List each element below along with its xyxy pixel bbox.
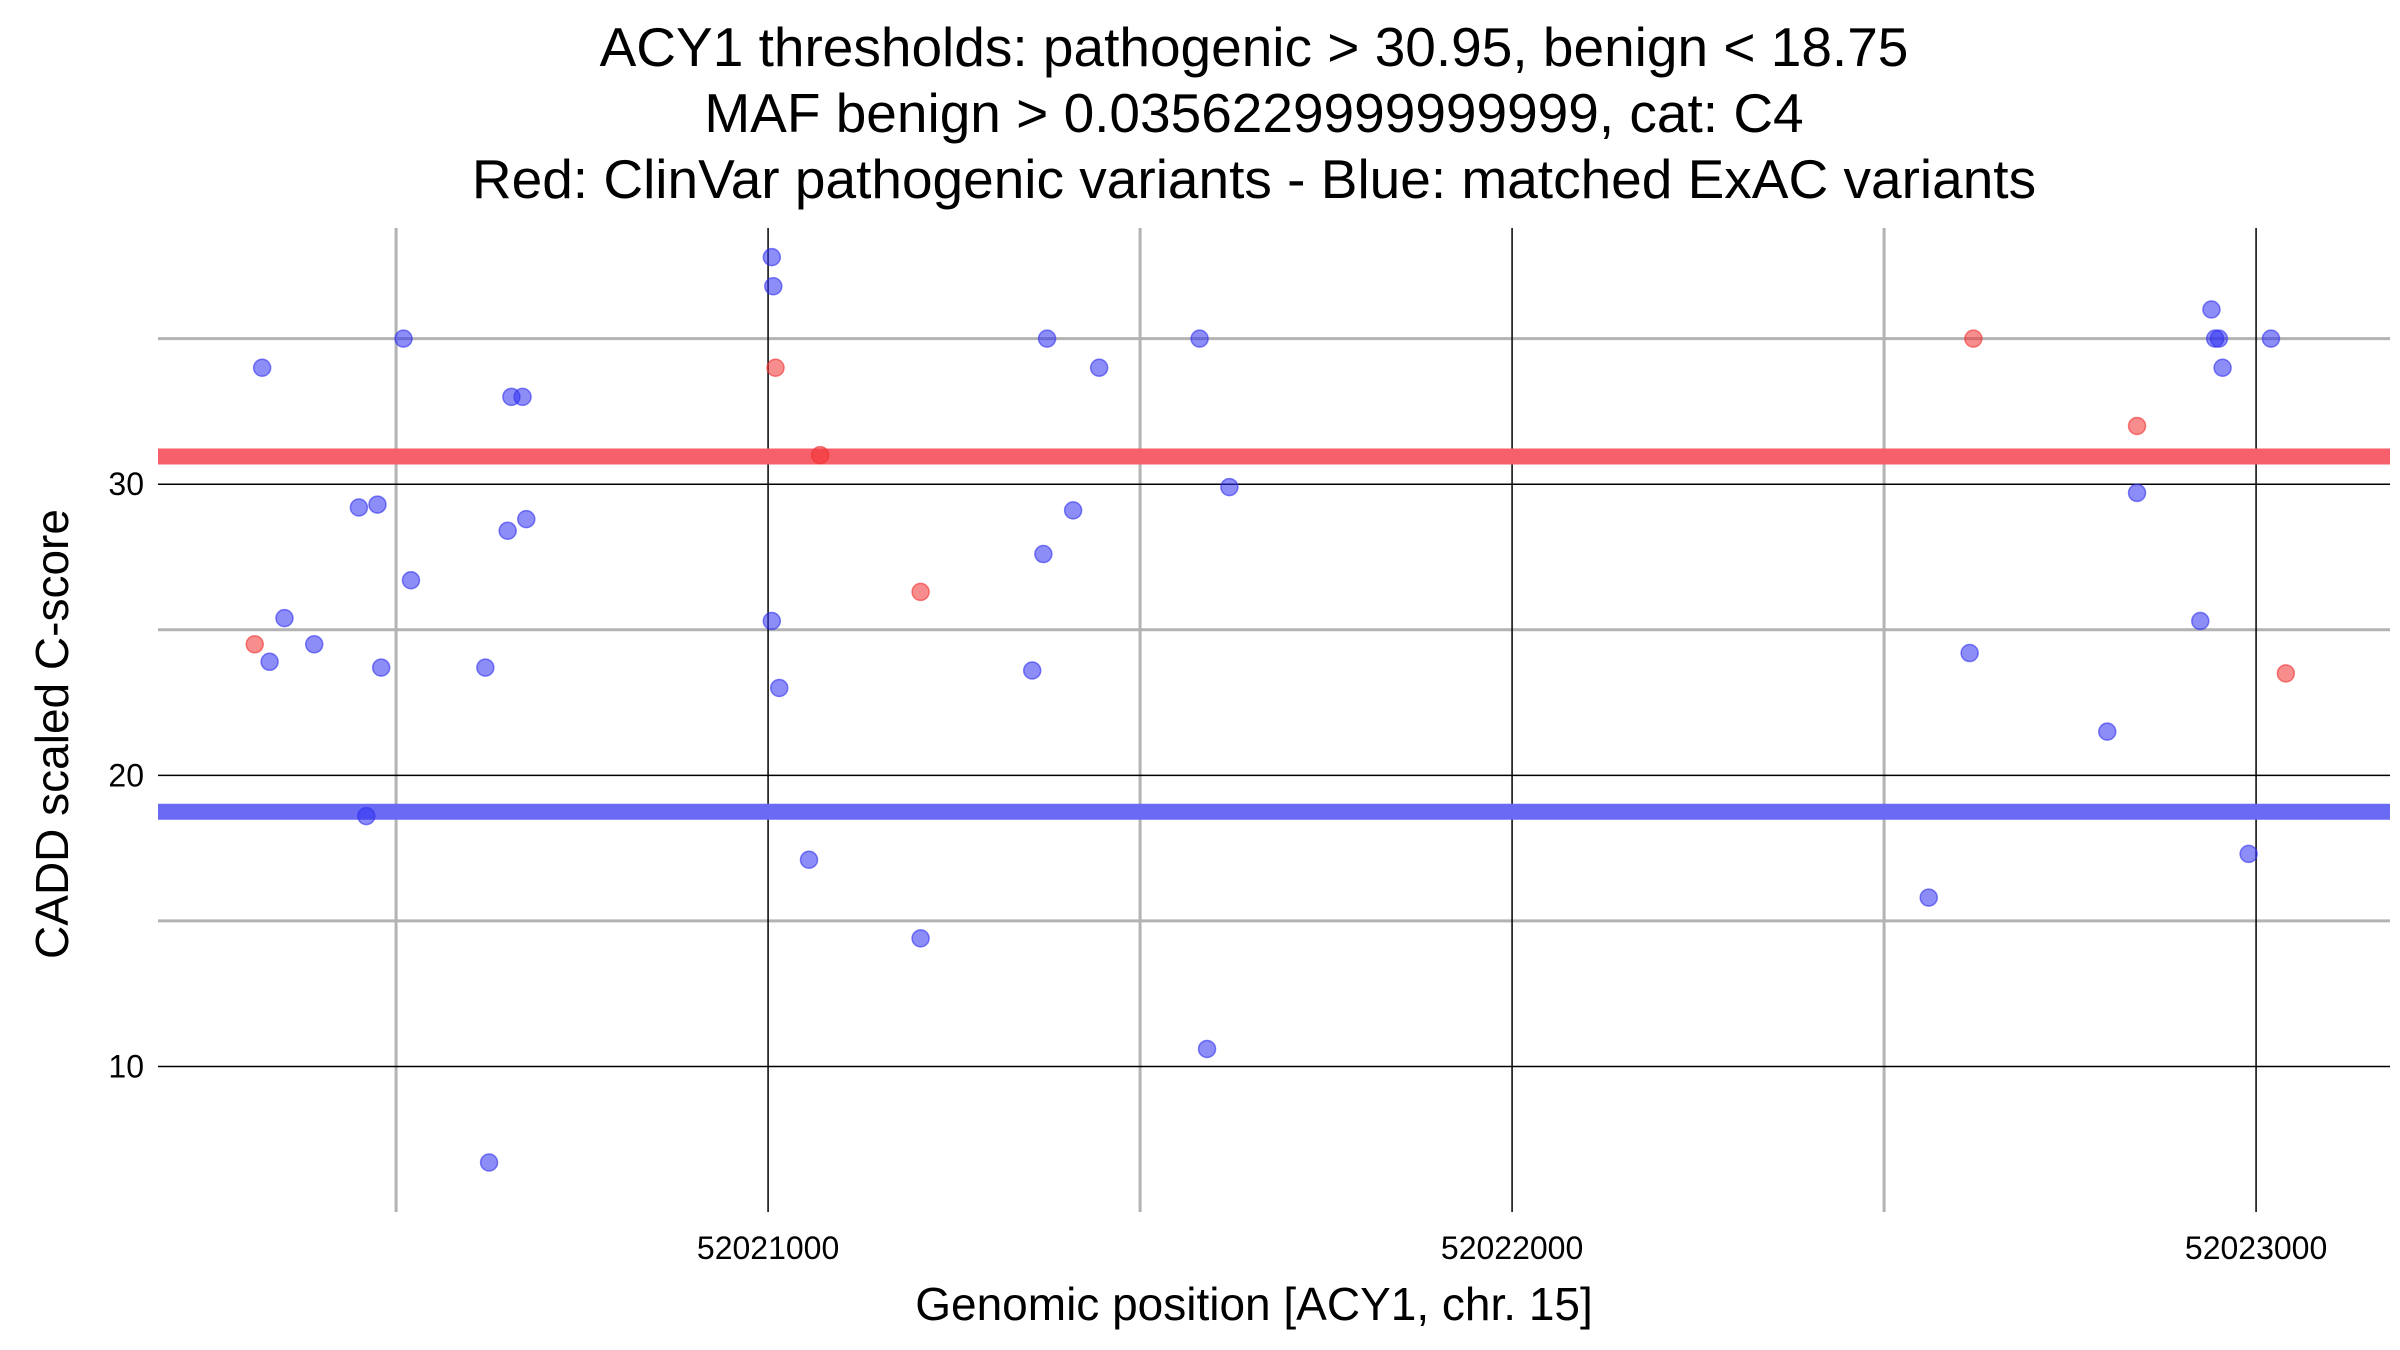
exac-point-32	[2098, 722, 2117, 741]
x-tick-label-2: 52023000	[2185, 1230, 2327, 1266]
pathogenic-point-6	[2276, 664, 2296, 683]
exac-point-34	[2191, 611, 2210, 631]
exac-point-35	[2202, 300, 2221, 319]
threshold-lines	[158, 448, 2390, 820]
exac-point-6	[368, 495, 387, 514]
y-axis-label: CADD scaled C-score	[26, 509, 78, 959]
exac-point-1	[260, 652, 279, 672]
exac-point-9	[401, 571, 421, 590]
y-tick-label-2: 30	[108, 466, 144, 502]
x-tick-label-0: 52021000	[697, 1230, 839, 1266]
exac-point-2	[275, 608, 294, 628]
exac-point-4	[349, 498, 369, 517]
exac-point-8	[394, 329, 413, 348]
exac-point-27	[1190, 329, 1209, 348]
exac-point-17	[764, 276, 783, 296]
exac-point-12	[498, 521, 517, 541]
y-tick-label-0: 10	[108, 1048, 144, 1084]
exac-point-14	[513, 387, 532, 407]
exac-point-31	[1960, 643, 1979, 663]
exac-point-0	[252, 358, 272, 377]
chart-title-line-1: ACY1 thresholds: pathogenic > 30.95, ben…	[600, 16, 1909, 78]
exac-point-26	[1089, 358, 1109, 377]
exac-point-20	[799, 850, 819, 869]
exac-point-30	[1919, 888, 1938, 907]
minor-grid	[158, 228, 2390, 1212]
exac-point-25	[1063, 501, 1083, 520]
x-axis-label: Genomic position [ACY1, chr. 15]	[915, 1278, 1593, 1330]
exac-point-5	[357, 806, 376, 826]
exac-point-18	[762, 611, 782, 631]
exac-point-21	[911, 929, 930, 948]
pathogenic-point-2	[810, 445, 830, 465]
major-grid	[158, 228, 2390, 1212]
exac-point-24	[1037, 329, 1057, 348]
exac-point-10	[476, 658, 495, 677]
exac-point-37	[2209, 329, 2229, 348]
exac-point-29	[1220, 477, 1239, 497]
pathogenic-point-3	[911, 582, 930, 602]
chart-title-line-3: Red: ClinVar pathogenic variants - Blue:…	[472, 148, 2036, 210]
y-tick-label-1: 20	[108, 757, 144, 793]
x-tick-label-1: 52022000	[1441, 1230, 1583, 1266]
exac-point-7	[371, 658, 391, 677]
exac-point-23	[1034, 544, 1053, 564]
pathogenic-point-5	[2127, 416, 2147, 436]
exac-point-15	[517, 509, 536, 529]
exac-point-11	[479, 1153, 499, 1172]
exac-point-40	[2261, 329, 2281, 348]
chart-title-line-2: MAF benign > 0.0356229999999999, cat: C4	[704, 82, 1803, 144]
exac-point-3	[304, 635, 324, 654]
exac-point-38	[2213, 358, 2232, 377]
exac-point-22	[1022, 661, 1042, 680]
pathogenic-point-4	[1964, 329, 1983, 348]
pathogenic-point-1	[766, 358, 785, 377]
exac-point-28	[1197, 1039, 1217, 1059]
tick-labels: 52021000 52022000 52023000 10 20 30	[108, 466, 2327, 1266]
data-points	[245, 247, 2296, 1172]
exac-point-16	[762, 247, 782, 267]
exac-point-39	[2239, 844, 2258, 864]
exac-point-33	[2127, 483, 2147, 503]
pathogenic-point-0	[245, 635, 264, 654]
exac-point-19	[769, 678, 789, 698]
